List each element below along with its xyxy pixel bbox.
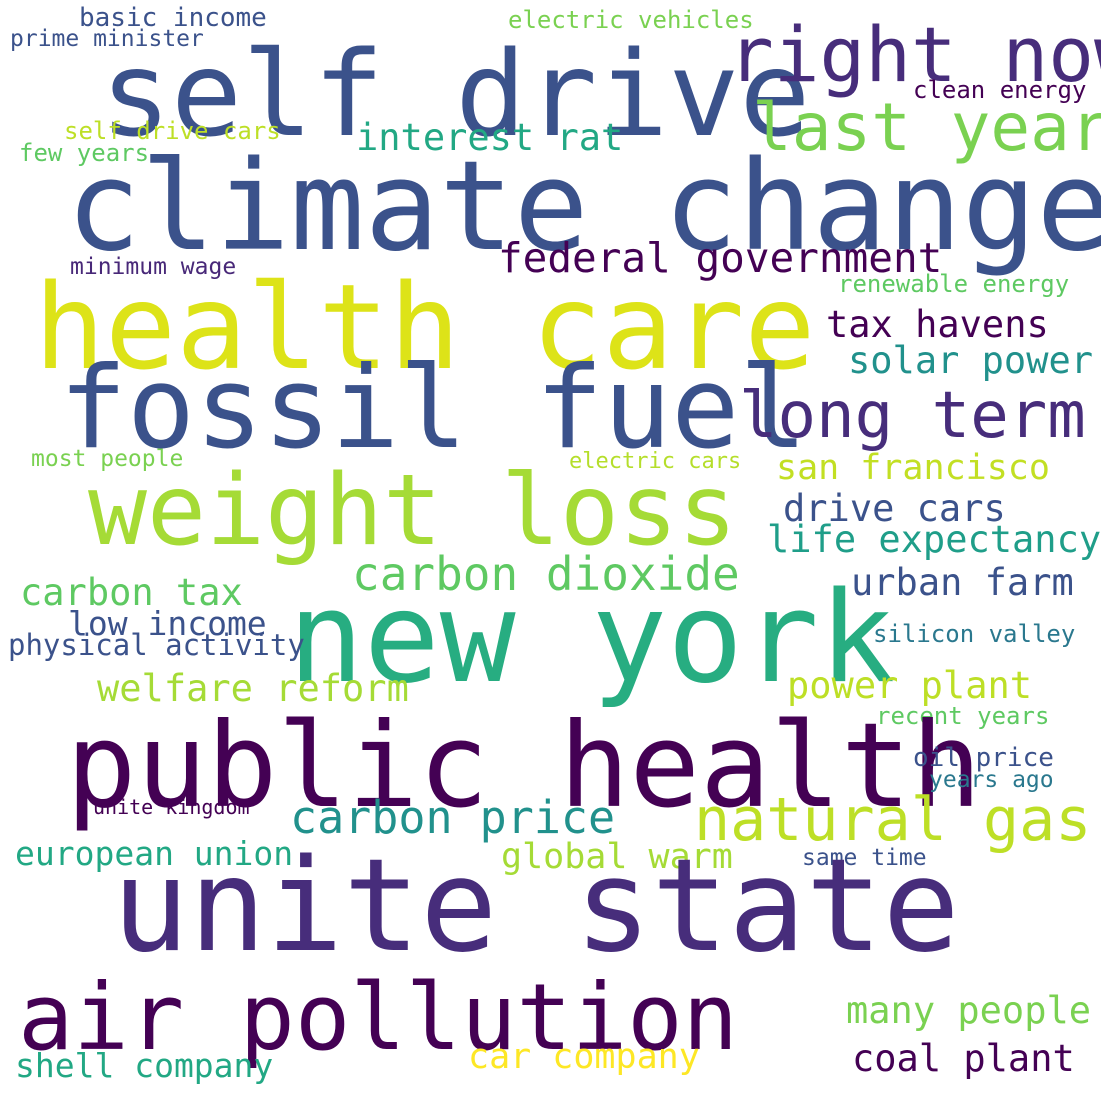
word-self-drive: self drive	[100, 25, 811, 163]
word-carbon-dioxide: carbon dioxide	[352, 547, 740, 601]
word-right-now: right now	[728, 10, 1101, 99]
word-few-years: few years	[19, 139, 150, 167]
word-shell-company: shell company	[15, 1046, 274, 1085]
word-solar-power: solar power	[848, 339, 1094, 382]
word-welfare-reform: welfare reform	[97, 667, 409, 710]
word-electric-vehicles: electric vehicles	[508, 6, 754, 34]
word-recent-years: recent years	[876, 702, 1050, 730]
word-oil-price: oil price	[913, 743, 1054, 773]
word-san-francisco: san francisco	[776, 448, 1050, 488]
word-unite-state: unite state	[112, 832, 960, 981]
word-climate-change: climate change	[66, 135, 1101, 279]
word-urban-farm: urban farm	[851, 561, 1074, 604]
word-new-york: new york	[288, 564, 895, 711]
word-many-people: many people	[846, 989, 1092, 1032]
word-car-company: car company	[468, 1037, 700, 1077]
word-silicon-valley: silicon valley	[873, 620, 1076, 648]
word-self-drive-cars: self drive cars	[64, 117, 281, 145]
word-low-income: low income	[68, 604, 267, 643]
word-physical-activity: physical activity	[8, 628, 305, 662]
word-health-care: health care	[34, 258, 816, 396]
word-long-term: long term	[739, 379, 1086, 453]
word-years-ago: years ago	[929, 767, 1054, 793]
word-last-year: last year	[752, 89, 1101, 166]
word-fossil-fuel: fossil fuel	[59, 342, 808, 474]
word-life-expectancy: life expectancy	[767, 518, 1101, 561]
word-natural-gas: natural gas	[694, 785, 1092, 855]
word-power-plant: power plant	[787, 664, 1033, 707]
word-global-warm: global warm	[501, 837, 733, 877]
word-same-time: same time	[802, 845, 927, 871]
word-minimum-wage: minimum wage	[70, 254, 237, 280]
word-clean-energy: clean energy	[913, 76, 1087, 104]
word-basic-income: basic income	[79, 3, 267, 33]
word-european-union: european union	[15, 834, 294, 873]
word-prime-minister: prime minister	[10, 26, 204, 52]
word-drive-cars: drive cars	[783, 487, 1006, 530]
word-renewable-energy: renewable energy	[838, 270, 1070, 298]
word-coal-plant: coal plant	[852, 1037, 1075, 1080]
word-carbon-tax: carbon tax	[20, 571, 243, 614]
word-air-pollution: air pollution	[18, 964, 739, 1071]
word-electric-cars: electric cars	[569, 449, 742, 474]
word-public-health: public health	[66, 697, 982, 834]
word-tax-havens: tax havens	[826, 303, 1049, 346]
word-federal-government: federal government	[498, 234, 943, 282]
word-most-people: most people	[31, 446, 184, 472]
word-unite-kingdom: unite kingdom	[93, 795, 250, 819]
word-carbon-price: carbon price	[290, 791, 616, 844]
word-interest-rat: interest rat	[356, 116, 624, 159]
word-weight-loss: weight loss	[88, 454, 738, 568]
